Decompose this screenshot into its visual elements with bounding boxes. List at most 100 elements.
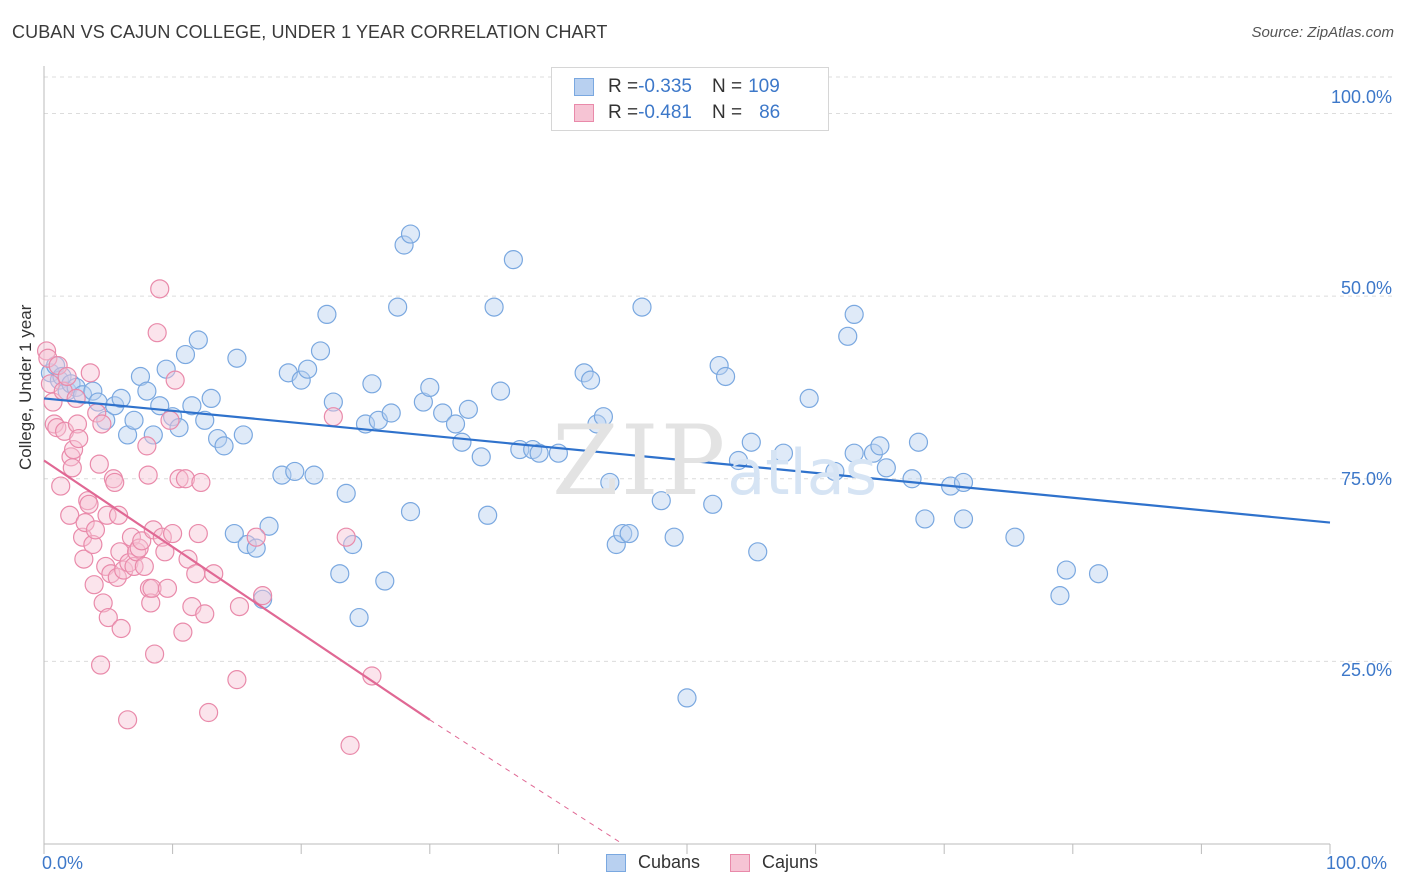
cubans-point [844, 443, 864, 463]
cajuns-legend-swatch [730, 853, 751, 872]
cubans-point [188, 330, 208, 350]
cubans-point [285, 461, 305, 482]
cajuns-trend-line [43, 459, 431, 721]
cajuns-point [98, 607, 118, 628]
cajuns-point [157, 578, 178, 598]
cubans-point [433, 403, 453, 423]
cajuns-point [105, 472, 125, 493]
cajuns-point [36, 341, 57, 361]
cubans-point [619, 523, 639, 544]
cajuns-point [165, 370, 185, 390]
cubans-point [375, 571, 395, 591]
cajuns-point [163, 523, 183, 544]
cubans-point [381, 403, 401, 423]
cajuns-point [227, 670, 247, 690]
cajuns-point [92, 414, 112, 434]
cubans-point [953, 509, 974, 529]
cubans-point [529, 443, 549, 463]
cajuns-point [69, 428, 89, 449]
cubans-point [330, 564, 350, 584]
cajuns-trend-extension [429, 719, 623, 845]
cubans-point [310, 341, 331, 361]
cubans-point [908, 432, 929, 452]
cubans-legend-swatch [606, 853, 626, 872]
cubans-point [304, 465, 324, 485]
cajuns-point [323, 407, 343, 427]
chart-title: CUBAN VS CAJUN COLLEGE, UNDER 1 YEAR COR… [12, 22, 608, 42]
cajuns-point [246, 527, 266, 547]
y-axis-label: College, Under 1 year [16, 304, 35, 470]
cajuns-point [79, 494, 99, 514]
cajuns-point [129, 538, 149, 558]
cubans-point [208, 428, 228, 449]
cajuns-point [121, 527, 142, 547]
cubans-point [259, 516, 279, 536]
cubans-point [452, 432, 472, 452]
cubans-point [870, 436, 890, 456]
cubans-point [715, 366, 736, 387]
cajuns-point [117, 710, 138, 730]
cubans-point [651, 491, 671, 511]
cubans-point [349, 607, 369, 628]
cubans-point [484, 297, 504, 317]
cajuns-point [89, 454, 109, 474]
cajuns-point [119, 553, 139, 573]
cubans-point [703, 494, 723, 514]
series-cajuns [36, 279, 382, 755]
cubans-point [298, 359, 318, 379]
cajuns-point [90, 655, 111, 675]
watermark: ZIPatlas [552, 405, 878, 517]
cajuns-point [173, 622, 193, 642]
cubans-point [664, 527, 684, 547]
y-tick-label-75: 50.0% [1340, 278, 1392, 298]
cubans-point [343, 534, 363, 555]
cubans-point [838, 326, 858, 346]
cubans-point [915, 509, 935, 529]
cubans-point [773, 443, 794, 463]
cajuns-point [138, 465, 158, 485]
cajuns-point [188, 523, 208, 544]
cubans-point [632, 297, 652, 317]
cajuns-point [142, 578, 162, 598]
cubans-point [336, 483, 356, 503]
cajuns-point [169, 469, 189, 489]
stats-legend: R = -0.335 N = 109 R = -0.481 N = 86 [551, 67, 829, 131]
cubans-point [124, 410, 144, 430]
cajuns-point [83, 534, 103, 555]
cubans-point [420, 377, 440, 398]
y-tick-label-100: 100.0% [1330, 87, 1392, 107]
cajuns-point [107, 567, 127, 587]
cubans-point [72, 385, 93, 405]
cubans-point [83, 381, 103, 401]
series-legend: Cubans Cajuns [606, 852, 848, 873]
cajuns-point [147, 323, 167, 343]
cubans-point [587, 414, 607, 434]
x-tick-label-max: 100.0% [1326, 853, 1388, 873]
cubans-point [1005, 527, 1025, 547]
cajuns-point [336, 527, 356, 547]
cubans-point [400, 502, 421, 522]
cubans-point [580, 370, 601, 390]
cubans-swatch [574, 78, 594, 96]
cubans-point [677, 688, 697, 708]
cajuns-point [141, 593, 161, 613]
cubans-point [291, 370, 311, 390]
cajuns-point [160, 410, 180, 430]
cajuns-point [134, 556, 154, 577]
cubans-point [224, 523, 244, 544]
cubans-point [613, 523, 633, 544]
cubans-point [400, 224, 421, 244]
cubans-point [323, 392, 343, 412]
y-tick-label-50: 75.0% [1340, 469, 1392, 489]
cajuns-point [85, 520, 106, 540]
cajuns-point [111, 618, 131, 639]
cubans-point [748, 542, 768, 562]
cubans-point [394, 235, 414, 255]
cubans-point [111, 388, 131, 409]
cubans-point [876, 458, 896, 478]
y-tick-label-25: 25.0% [1340, 660, 1392, 680]
cubans-point [490, 381, 511, 401]
legend-item-cajuns: Cajuns [730, 852, 818, 873]
cajuns-point [144, 644, 165, 664]
